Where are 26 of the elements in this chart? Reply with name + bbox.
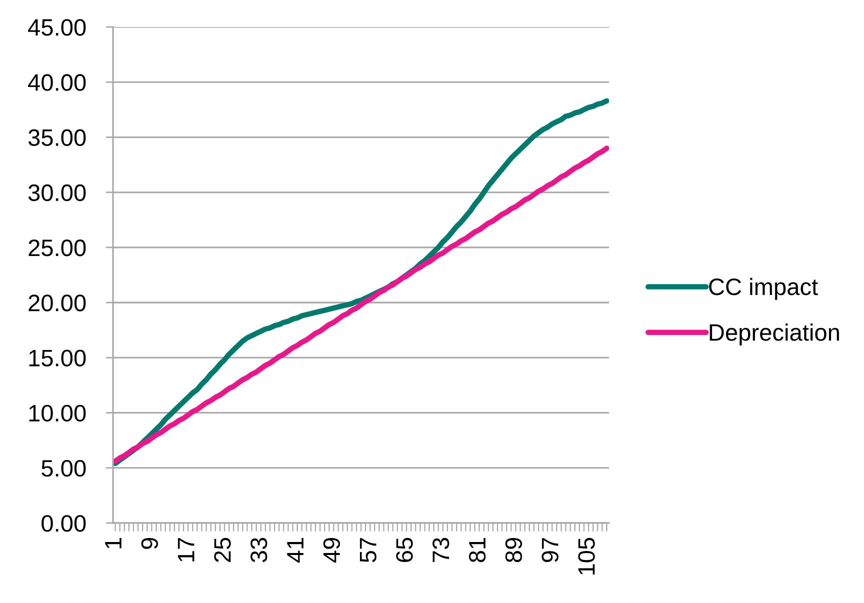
- x-tick-label: 1: [105, 538, 122, 548]
- x-tick-label: 49: [323, 538, 340, 563]
- y-tick-label: 25.00: [28, 240, 86, 256]
- y-tick-label: 35.00: [28, 129, 86, 146]
- y-tick-label: 20.00: [28, 294, 86, 312]
- y-tick-label: 0.00: [42, 515, 86, 532]
- x-tick-label: 89: [505, 538, 522, 562]
- y-tick-label: 45.00: [28, 19, 86, 36]
- y-tick-label: 40.00: [28, 74, 86, 91]
- x-tick-label: 65: [396, 538, 413, 562]
- x-tick-label: 105: [578, 538, 595, 574]
- x-tick-label: 33: [250, 538, 268, 562]
- x-tick-label: 9: [141, 538, 158, 549]
- y-tick-label: 5.00: [42, 460, 86, 477]
- x-tick-label: 25: [214, 538, 231, 562]
- y-tick-label: 30.00: [28, 184, 86, 202]
- x-tick-label: 81: [468, 538, 486, 562]
- x-tick-label: 73: [432, 538, 450, 562]
- y-tick-label: 10.00: [29, 404, 86, 422]
- x-tick-label: 41: [287, 538, 304, 563]
- y-tick-label: 15.00: [29, 350, 86, 366]
- legend-label: Depreciation: [710, 324, 839, 346]
- x-tick-label: 97: [542, 538, 558, 562]
- x-tick-label: 57: [360, 538, 376, 562]
- x-tick-label: 17: [178, 538, 194, 562]
- legend-label: CC impact: [709, 278, 818, 300]
